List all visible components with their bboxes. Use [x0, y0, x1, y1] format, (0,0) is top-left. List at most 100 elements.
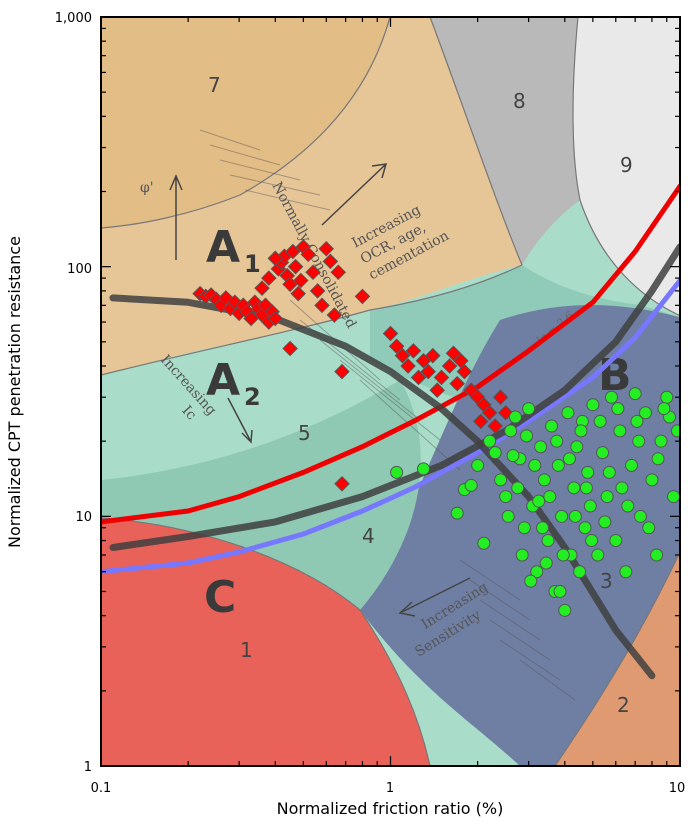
diamond-point	[267, 310, 284, 327]
zone-label-2: 2	[617, 693, 630, 717]
circle-point	[651, 452, 665, 466]
zone-1-fill	[101, 518, 430, 766]
annotation-ocr: Increasing OCR, age, cementation	[349, 202, 451, 283]
circle-point	[477, 536, 491, 550]
circle-point	[633, 509, 647, 523]
boundary-7	[101, 17, 391, 229]
circle-point	[625, 458, 639, 472]
data-points	[192, 239, 680, 617]
circle-point	[556, 548, 570, 562]
circle-point	[660, 390, 674, 404]
circle-point	[645, 473, 659, 487]
circle-point	[591, 548, 605, 562]
diamond-point	[309, 283, 326, 299]
region-letter-a1: A	[206, 222, 240, 273]
diamond-point	[382, 325, 399, 342]
circle-point	[593, 414, 607, 428]
circle-point	[537, 473, 551, 487]
region-subscript-1: 1	[244, 250, 261, 278]
diamond-point	[388, 338, 405, 355]
circle-point	[530, 565, 544, 579]
curve-1	[101, 278, 680, 575]
arrow-phi-icon	[169, 174, 183, 260]
circle-point	[543, 490, 557, 504]
zone-label-8: 8	[513, 89, 526, 113]
diamond-point	[305, 264, 321, 281]
diamond-point	[441, 358, 458, 374]
circle-point	[642, 521, 656, 535]
circle-point	[532, 494, 546, 508]
zone-label-4: 4	[362, 524, 375, 548]
diamond-point	[330, 264, 347, 281]
diamond-point	[400, 358, 416, 374]
circle-point	[628, 387, 642, 401]
circle-point	[450, 506, 464, 520]
circle-point	[494, 473, 508, 487]
diamond-point	[445, 345, 462, 362]
circle-point	[501, 509, 515, 523]
curve-0	[101, 183, 680, 525]
zone-7-fill	[101, 17, 390, 228]
circle-point	[654, 434, 668, 448]
boundary-8	[429, 17, 523, 266]
circle-point	[613, 424, 627, 438]
diamond-point	[285, 243, 301, 260]
y-axis-title: Normalized CPT penetration resistance	[5, 236, 24, 548]
circle-point	[550, 434, 564, 448]
circle-point	[650, 548, 664, 562]
diamond-point	[433, 369, 450, 386]
diamond-point	[354, 288, 371, 305]
diamond-point	[290, 285, 306, 302]
circle-point	[561, 406, 575, 420]
boundary-2	[554, 550, 680, 766]
circle-point	[638, 406, 652, 420]
circle-point	[621, 499, 635, 513]
zone-label-5: 5	[298, 421, 311, 445]
diamond-point	[267, 250, 284, 267]
circle-point	[578, 521, 592, 535]
boundary-5	[101, 264, 523, 376]
circle-point	[511, 481, 525, 495]
diamond-point	[481, 404, 498, 421]
circle-point	[600, 490, 614, 504]
hatch-marks	[199, 129, 576, 701]
curve-2	[109, 243, 680, 551]
circle-point	[602, 465, 616, 479]
annotation-phi: φ'	[140, 180, 154, 196]
circle-point	[471, 458, 485, 472]
diamond-point	[282, 340, 298, 357]
circle-point	[464, 478, 478, 492]
zone-4-fill	[101, 380, 421, 610]
circle-point	[567, 481, 581, 495]
diamond-point	[449, 375, 465, 392]
circle-point	[553, 584, 567, 598]
x-axis-title: Normalized friction ratio (%)	[277, 799, 504, 818]
circle-point	[390, 465, 404, 479]
diamond-point	[300, 246, 317, 263]
circle-point	[596, 446, 610, 460]
y-tick-label-1: 1	[84, 760, 92, 775]
diamond-point	[334, 363, 350, 380]
diamond-point	[254, 280, 270, 296]
diamond-point	[405, 343, 422, 359]
y-tick-label-1000: 1,000	[55, 11, 92, 26]
circle-point	[506, 449, 520, 463]
diamond-point	[472, 413, 489, 430]
x-tick-label-10: 10	[669, 781, 686, 796]
circle-point	[619, 565, 633, 579]
diamond-point	[410, 369, 427, 386]
diamond-point	[326, 307, 343, 323]
circle-point	[657, 402, 671, 416]
circle-point	[515, 548, 529, 562]
region-letter-a2: A	[206, 355, 240, 406]
circle-point	[536, 521, 550, 535]
zone-8-fill	[430, 17, 580, 265]
diamond-point	[394, 347, 411, 364]
circle-point	[605, 390, 619, 404]
region-letter-c: C	[204, 572, 236, 623]
circle-point	[541, 534, 555, 548]
circle-point	[630, 414, 644, 428]
y-tick-label-100: 100	[67, 262, 92, 277]
diamond-point	[487, 418, 503, 434]
